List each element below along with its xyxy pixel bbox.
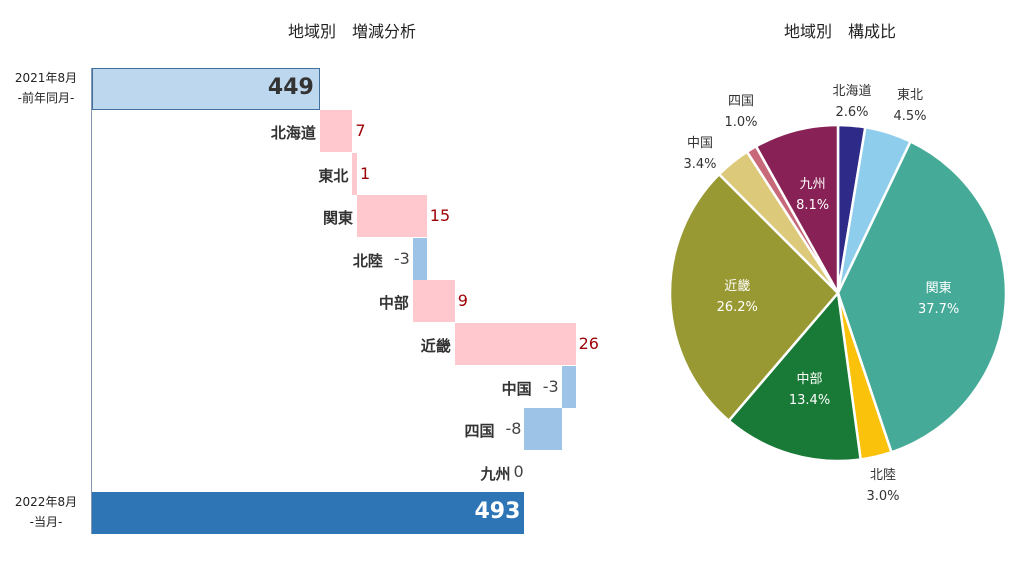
category-label: 東北: [318, 166, 349, 185]
delta-value: 0: [513, 461, 524, 481]
pie-slice-label: 九州 8.1%: [796, 174, 829, 216]
delta-value: -3: [393, 248, 410, 268]
pie-slice-label: 北海道 2.6%: [832, 81, 871, 123]
delta-bar-0: [319, 110, 353, 152]
pie-slice-label: 四国 1.0%: [724, 91, 757, 133]
pie-slice-label: 東北 4.5%: [893, 85, 926, 127]
pie-slice-label: 中国 3.4%: [683, 133, 716, 175]
start-total-value: 449: [267, 75, 314, 100]
delta-value: 15: [429, 206, 451, 226]
pie-slice-name: 関東: [925, 281, 952, 297]
waterfall-axis: [91, 68, 92, 534]
delta-value: -8: [505, 419, 522, 439]
pie-slice-percent: 3.0%: [866, 489, 900, 504]
pie-title: 地域別 構成比: [784, 22, 897, 41]
delta-value: 26: [578, 334, 599, 353]
category-label: 九州: [480, 464, 511, 483]
delta-bar-7: [524, 408, 562, 451]
pie-slice-percent: 26.2%: [716, 299, 758, 315]
pie-slice-percent: 4.5%: [893, 109, 927, 124]
pie-slice-percent: 2.6%: [835, 105, 869, 120]
end-total-value: 493: [474, 499, 521, 524]
pie-slice-4: [727, 290, 863, 463]
start-period-label: 2021年8月 -前年同月-: [6, 68, 86, 108]
end-total-bar: [92, 492, 525, 534]
category-label: 四国: [464, 422, 495, 441]
pie-slice-label: 中部 13.4%: [789, 369, 830, 411]
pie-slice-percent: 3.4%: [683, 157, 717, 172]
pie-slice-percent: 1.0%: [724, 115, 758, 130]
pie-slice-name: 中国: [686, 136, 713, 151]
start-total-bar: [92, 68, 320, 110]
pie-slice-label: 近畿 26.2%: [717, 276, 758, 318]
category-label: 北陸: [352, 251, 383, 270]
pie-slice-name: 近畿: [724, 278, 751, 294]
delta-value: -3: [542, 376, 559, 396]
delta-bar-1: [352, 152, 358, 195]
pie-slice-label: 北陸 3.0%: [866, 465, 899, 507]
delta-bar-5: [454, 323, 576, 365]
category-label: 中国: [501, 379, 532, 398]
pie-slice-label: 関東 37.7%: [918, 278, 959, 320]
pie-slice-2: [836, 139, 1008, 454]
pie-slice-name: 東北: [896, 88, 923, 103]
end-period-note: -当月-: [29, 515, 63, 529]
category-label: 関東: [323, 209, 354, 228]
start-period-date: 2021年8月: [14, 71, 78, 85]
pie-slice-percent: 8.1%: [796, 198, 830, 214]
delta-value: 7: [355, 121, 366, 140]
end-period-date: 2022年8月: [14, 495, 78, 509]
pie-slice-name: 中部: [796, 371, 823, 387]
pie-slice-name: 四国: [727, 94, 754, 109]
pie-slice-percent: 13.4%: [788, 392, 831, 408]
pie-slice-8: [754, 123, 840, 298]
end-period-label: 2022年8月 -当月-: [6, 492, 86, 532]
delta-bar-3: [412, 237, 427, 280]
category-label: 中部: [378, 294, 409, 313]
pie-slice-name: 北海道: [832, 84, 872, 99]
waterfall-title: 地域別 増減分析: [288, 22, 417, 41]
category-label: 近畿: [420, 337, 451, 355]
delta-bar-2: [357, 195, 427, 238]
delta-bar-6: [561, 365, 576, 408]
delta-bar-4: [412, 280, 455, 323]
pie-slice-name: 九州: [799, 177, 826, 193]
delta-value: 1: [360, 163, 371, 183]
delta-value: 9: [457, 291, 468, 311]
pie-slice-5: [668, 172, 840, 423]
pie-slice-name: 北陸: [869, 468, 896, 483]
pie-slice-percent: 37.7%: [917, 302, 960, 318]
category-label: 北海道: [270, 124, 316, 142]
start-period-note: -前年同月-: [17, 91, 75, 105]
